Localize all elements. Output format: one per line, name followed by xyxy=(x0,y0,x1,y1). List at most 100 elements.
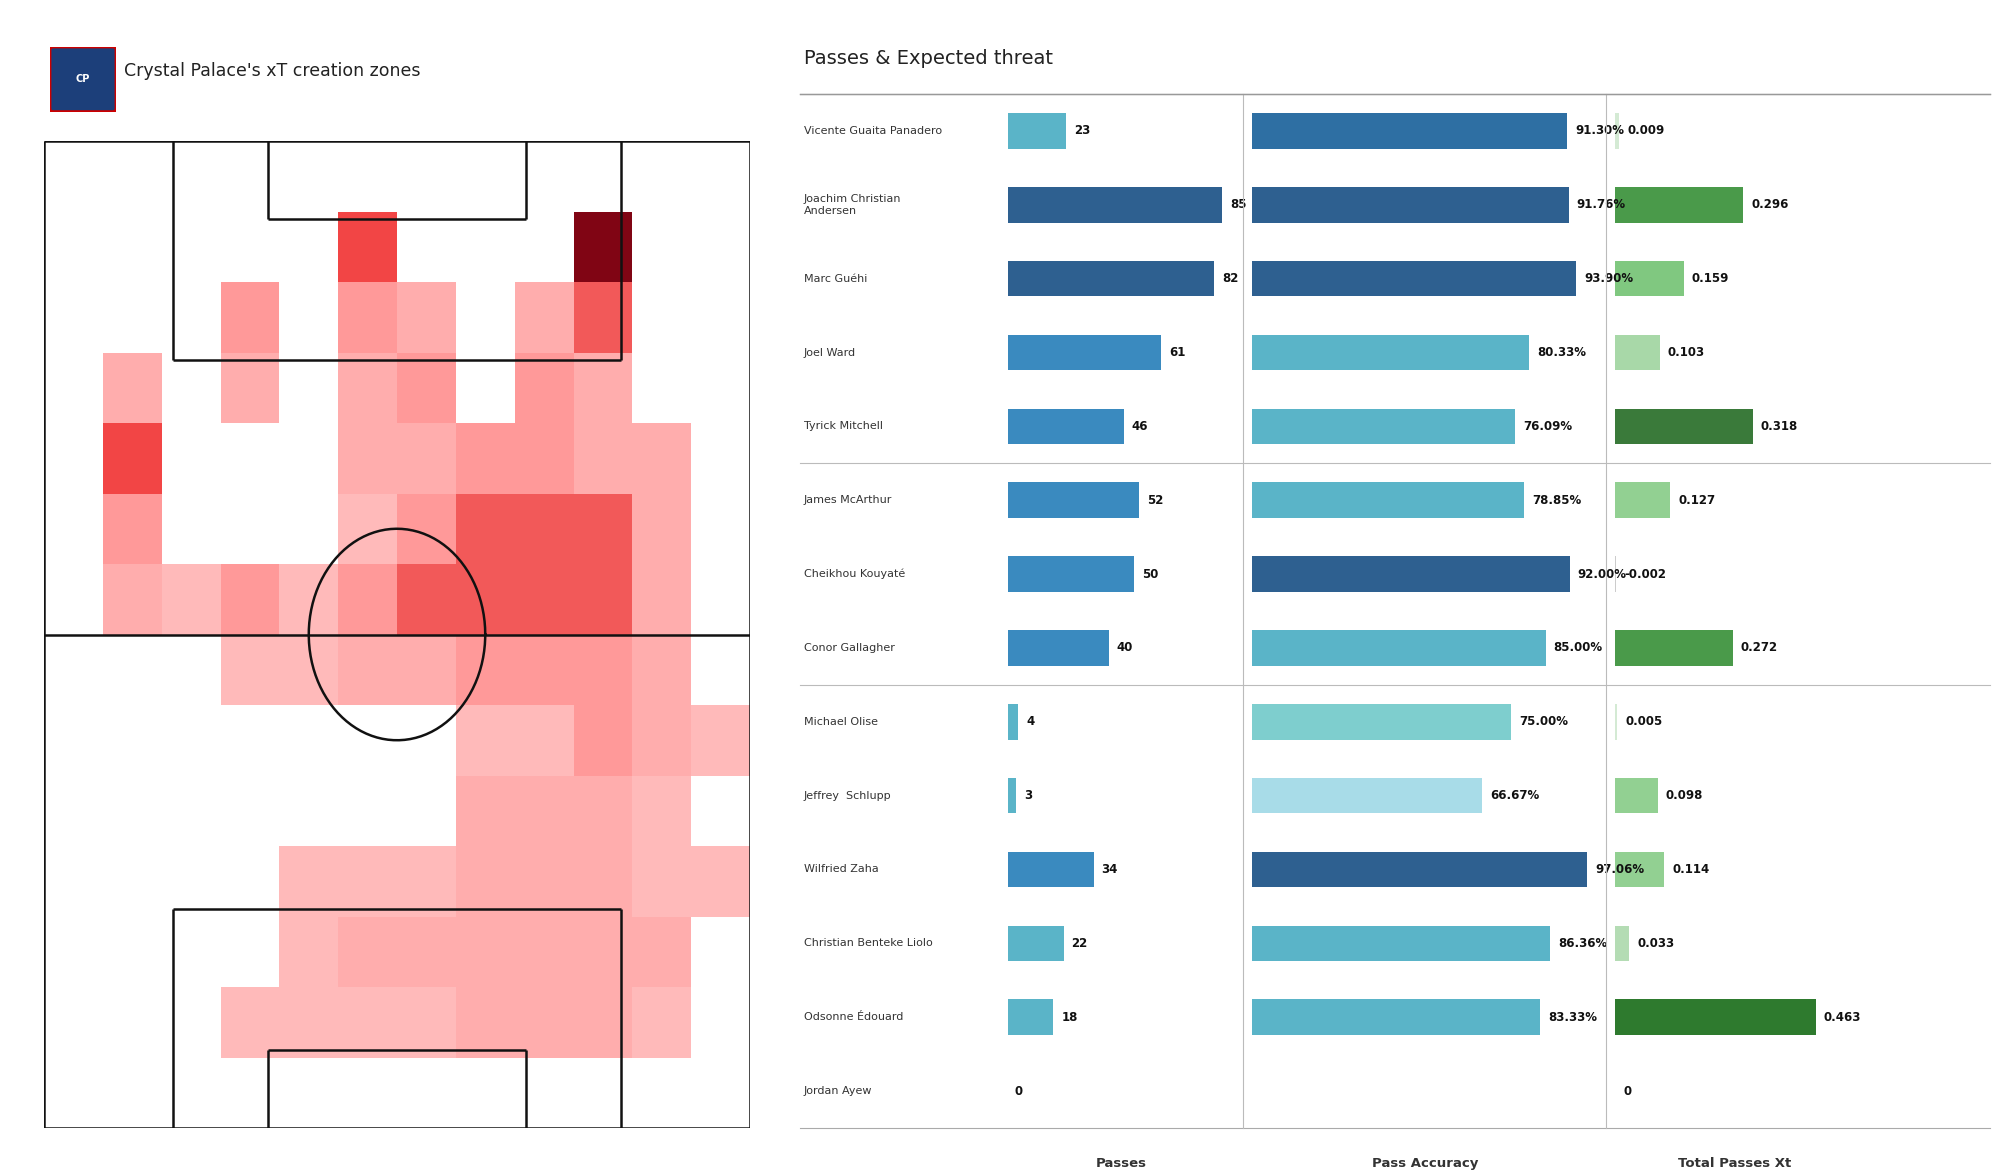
Bar xyxy=(632,987,692,1058)
Bar xyxy=(456,776,514,846)
Bar xyxy=(396,282,456,352)
Text: 46: 46 xyxy=(1132,419,1148,432)
Bar xyxy=(632,776,692,846)
Bar xyxy=(514,987,574,1058)
Bar xyxy=(456,564,514,634)
Bar xyxy=(514,634,574,705)
Bar xyxy=(456,423,514,494)
Text: Joachim Christian: Joachim Christian xyxy=(804,194,902,204)
Bar xyxy=(280,916,338,987)
Text: 75.00%: 75.00% xyxy=(1520,716,1568,728)
Text: 0.272: 0.272 xyxy=(1740,642,1778,654)
Bar xyxy=(632,634,692,705)
Bar xyxy=(220,352,280,423)
Text: Wilfried Zaha: Wilfried Zaha xyxy=(804,865,878,874)
Bar xyxy=(338,916,396,987)
Bar xyxy=(692,705,750,776)
Text: 22: 22 xyxy=(1072,936,1088,949)
Text: -0.002: -0.002 xyxy=(1624,568,1666,580)
Text: 50: 50 xyxy=(1142,568,1158,580)
Bar xyxy=(514,352,574,423)
Text: Jeffrey  Schlupp: Jeffrey Schlupp xyxy=(804,791,892,800)
Text: 0.103: 0.103 xyxy=(1668,345,1704,360)
Text: 18: 18 xyxy=(1062,1010,1078,1023)
Text: 0.114: 0.114 xyxy=(1672,862,1710,877)
Text: Conor Gallagher: Conor Gallagher xyxy=(804,643,894,653)
Text: 80.33%: 80.33% xyxy=(1538,345,1586,360)
Bar xyxy=(514,776,574,846)
Bar xyxy=(574,634,632,705)
Bar xyxy=(338,352,396,423)
Bar xyxy=(456,846,514,916)
Text: 86.36%: 86.36% xyxy=(1558,936,1608,949)
Bar xyxy=(456,494,514,564)
Bar xyxy=(514,705,574,776)
Text: Total Passes Xt: Total Passes Xt xyxy=(1678,1157,1790,1170)
Bar xyxy=(220,634,280,705)
Text: Passes: Passes xyxy=(1096,1157,1146,1170)
Bar xyxy=(396,634,456,705)
Bar xyxy=(396,494,456,564)
Bar xyxy=(574,564,632,634)
Bar xyxy=(396,352,456,423)
Bar xyxy=(692,846,750,916)
Text: 0.463: 0.463 xyxy=(1824,1010,1860,1023)
Bar xyxy=(514,916,574,987)
Bar xyxy=(396,846,456,916)
Bar xyxy=(220,564,280,634)
Bar xyxy=(396,987,456,1058)
Bar xyxy=(220,282,280,352)
Bar xyxy=(574,916,632,987)
Bar xyxy=(338,564,396,634)
Bar xyxy=(456,705,514,776)
Bar xyxy=(632,564,692,634)
Bar xyxy=(338,423,396,494)
Bar xyxy=(574,212,632,282)
Text: 91.76%: 91.76% xyxy=(1576,199,1626,212)
Text: 0.005: 0.005 xyxy=(1626,716,1662,728)
Text: 34: 34 xyxy=(1102,862,1118,877)
Text: Crystal Palace's xT creation zones: Crystal Palace's xT creation zones xyxy=(124,61,420,80)
Bar xyxy=(338,212,396,282)
Text: 0: 0 xyxy=(1624,1085,1632,1097)
Text: Marc Guéhi: Marc Guéhi xyxy=(804,274,868,283)
Bar xyxy=(220,987,280,1058)
Text: 97.06%: 97.06% xyxy=(1596,862,1644,877)
Text: 40: 40 xyxy=(1116,642,1134,654)
Bar xyxy=(514,494,574,564)
Text: 3: 3 xyxy=(1024,790,1032,803)
Bar xyxy=(338,634,396,705)
Bar xyxy=(574,352,632,423)
Bar xyxy=(102,494,162,564)
Text: 82: 82 xyxy=(1222,273,1238,286)
Text: 92.00%: 92.00% xyxy=(1578,568,1626,580)
Text: 0.159: 0.159 xyxy=(1692,273,1730,286)
Bar xyxy=(574,282,632,352)
Text: Tyrick Mitchell: Tyrick Mitchell xyxy=(804,422,884,431)
Bar xyxy=(396,423,456,494)
Text: 85: 85 xyxy=(1230,199,1246,212)
Bar xyxy=(102,352,162,423)
Text: Andersen: Andersen xyxy=(804,206,858,216)
Text: 66.67%: 66.67% xyxy=(1490,790,1540,803)
Bar xyxy=(102,423,162,494)
Text: Michael Olise: Michael Olise xyxy=(804,717,878,727)
Text: Christian Benteke Liolo: Christian Benteke Liolo xyxy=(804,939,932,948)
Bar xyxy=(632,705,692,776)
Bar xyxy=(456,634,514,705)
Text: 61: 61 xyxy=(1170,345,1186,360)
Bar xyxy=(102,564,162,634)
Text: 0.033: 0.033 xyxy=(1638,936,1674,949)
Bar xyxy=(456,916,514,987)
Bar xyxy=(574,846,632,916)
Text: 52: 52 xyxy=(1146,494,1164,506)
Bar xyxy=(396,564,456,634)
Bar xyxy=(280,634,338,705)
Text: 0.127: 0.127 xyxy=(1678,494,1716,506)
Text: 93.90%: 93.90% xyxy=(1584,273,1634,286)
Bar xyxy=(456,987,514,1058)
Text: 4: 4 xyxy=(1026,716,1034,728)
Text: Pass Accuracy: Pass Accuracy xyxy=(1372,1157,1478,1170)
Bar xyxy=(632,494,692,564)
Bar xyxy=(280,564,338,634)
